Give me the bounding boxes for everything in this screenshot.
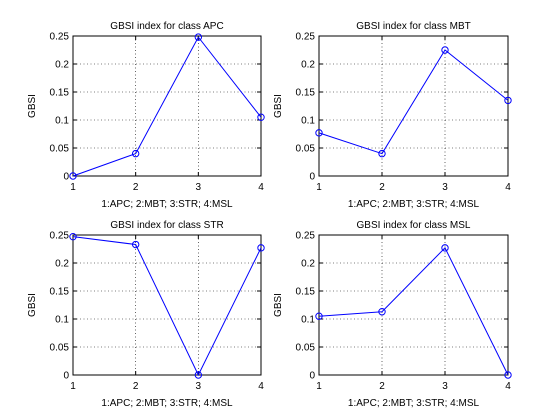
plot-area (319, 36, 508, 176)
x-tick-label: 2 (379, 182, 385, 193)
y-tick-label: 0 (63, 172, 69, 183)
data-point (194, 33, 203, 41)
chart-title: GBSI index for class MBT (356, 21, 470, 32)
axes-frame (318, 35, 509, 177)
x-tick-label: 3 (442, 182, 448, 193)
data-point (257, 113, 265, 121)
y-tick-label: 0.25 (296, 231, 316, 242)
x-axis-label: 1:APC; 2:MBT; 3:STR; 4:MSL (348, 199, 480, 210)
y-tick-label: 0.1 (301, 116, 315, 127)
data-point (504, 371, 512, 379)
data-point (194, 371, 203, 379)
y-tick-label: 0.25 (296, 32, 316, 43)
data-point (131, 240, 140, 249)
chart-title: GBSI index for class STR (110, 220, 223, 231)
y-tick-label: 0.25 (50, 32, 70, 43)
x-tick-label: 1 (316, 182, 322, 193)
data-point (131, 149, 140, 158)
x-axis-label: 1:APC; 2:MBT; 3:STR; 4:MSL (348, 398, 480, 409)
data-point (315, 129, 323, 137)
subplot-2: 1 2 3 4 0 0.05 0.1 0.15 0.2 0.25 GBSI index for cl… (273, 21, 512, 210)
x-tick-label: 1 (70, 182, 76, 193)
y-tick-label: 0.05 (296, 144, 316, 155)
subplot-3: 1 2 3 4 0 0.05 0.1 0.15 0.2 0.25 GBSI index for cl… (27, 220, 265, 409)
data-point (69, 172, 77, 180)
y-tick-label: 0 (309, 371, 315, 382)
plot-area (73, 36, 261, 176)
axes-frame (318, 234, 509, 376)
y-tick-label: 0.1 (55, 315, 69, 326)
data-point (378, 308, 386, 316)
y-tick-label: 0.25 (50, 231, 70, 242)
x-tick-label: 4 (258, 182, 264, 193)
y-axis-label: GBSI (27, 293, 38, 317)
data-point (504, 96, 512, 105)
x-tick-label: 2 (133, 182, 139, 193)
y-tick-label: 0.05 (50, 144, 70, 155)
y-tick-label: 0 (63, 371, 69, 382)
series-line (318, 49, 509, 155)
x-tick-label: 1 (316, 381, 322, 392)
data-point (315, 312, 323, 320)
y-tick-label: 0.15 (50, 287, 70, 298)
chart-title: GBSI index for class MSL (357, 220, 471, 231)
x-tick-label: 4 (505, 381, 511, 392)
y-axis-label: GBSI (273, 293, 284, 317)
x-tick-label: 3 (196, 381, 202, 392)
chart-title: GBSI index for class APC (110, 21, 223, 32)
data-point (257, 244, 265, 252)
y-tick-label: 0 (309, 172, 315, 183)
axes-frame (72, 234, 262, 376)
y-tick-label: 0.2 (55, 60, 69, 71)
y-axis-label: GBSI (273, 94, 284, 118)
x-tick-label: 3 (196, 182, 202, 193)
data-point (378, 149, 386, 158)
y-tick-label: 0.1 (301, 315, 315, 326)
y-tick-label: 0.05 (296, 343, 316, 354)
y-tick-label: 0.2 (55, 259, 69, 270)
x-tick-label: 4 (505, 182, 511, 193)
data-point (69, 232, 77, 241)
y-tick-label: 0.1 (55, 116, 69, 127)
plot-area (73, 235, 261, 375)
x-tick-label: 2 (379, 381, 385, 392)
data-point (441, 244, 449, 252)
axes-frame (72, 35, 262, 177)
y-tick-label: 0.05 (50, 343, 70, 354)
y-tick-label: 0.15 (50, 88, 70, 99)
series-line (72, 236, 262, 377)
subplot-1: 1 2 3 4 0 0.05 0.1 0.15 0.2 0.25 GBSI index for cl… (27, 21, 265, 210)
y-tick-label: 0.2 (301, 60, 315, 71)
series-line (318, 247, 509, 376)
x-tick-label: 4 (258, 381, 264, 392)
y-tick-label: 0.15 (296, 88, 316, 99)
data-point (441, 46, 449, 54)
y-tick-label: 0.15 (296, 287, 316, 298)
y-tick-label: 0.2 (301, 259, 315, 270)
series-line (72, 36, 262, 177)
x-tick-label: 1 (70, 381, 76, 392)
x-tick-label: 3 (442, 381, 448, 392)
x-axis-label: 1:APC; 2:MBT; 3:STR; 4:MSL (101, 398, 233, 409)
x-tick-label: 2 (133, 381, 139, 392)
x-axis-label: 1:APC; 2:MBT; 3:STR; 4:MSL (101, 199, 233, 210)
y-axis-label: GBSI (27, 94, 38, 118)
subplot-4: 1 2 3 4 0 0.05 0.1 0.15 0.2 0.25 GBSI index for cl… (273, 220, 512, 409)
plot-area (319, 235, 508, 375)
